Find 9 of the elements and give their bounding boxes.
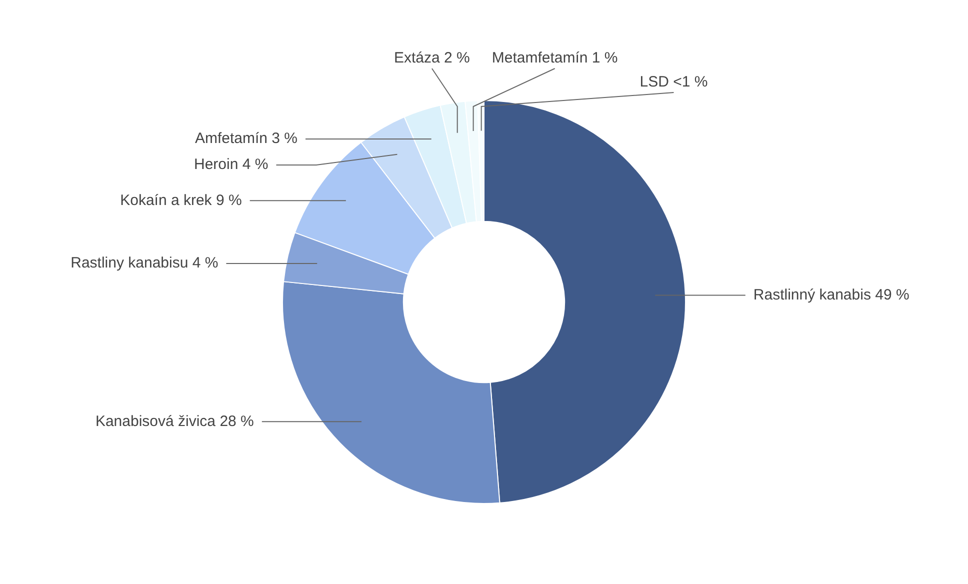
slice-label: Metamfetamín 1 % <box>492 50 618 67</box>
slice-label: Extáza 2 % <box>394 50 470 67</box>
slice-label: Kokaín a krek 9 % <box>120 192 242 209</box>
slice-label: Amfetamín 3 % <box>194 130 298 148</box>
slice-label: Rastliny kanabisu 4 % <box>70 254 218 272</box>
slice-label: Kanabisová živica 28 % <box>95 412 254 430</box>
slice-label: Heroin 4 % <box>194 156 268 174</box>
slice-label: Rastlinný kanabis 49 % <box>753 286 910 304</box>
slice-label: LSD <1 % <box>640 74 708 91</box>
